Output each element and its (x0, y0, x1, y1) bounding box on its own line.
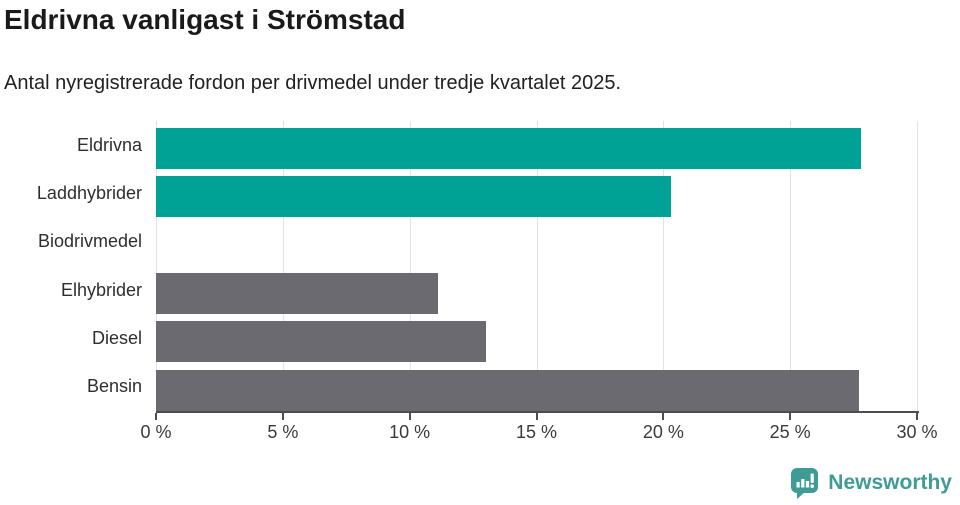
x-axis-tick-30 (916, 413, 918, 420)
x-axis-tick-25 (789, 413, 792, 420)
x-axis-tick-label-0: 0 % (140, 422, 172, 442)
gridline-10 (409, 121, 411, 411)
bar-eldrivna (156, 128, 862, 169)
gridline-30 (917, 121, 918, 411)
category-label-bensin: Bensin (86, 376, 142, 397)
x-axis-tick-label-25: 25 % (769, 422, 811, 442)
x-axis-tick-5 (281, 413, 284, 420)
bar-chart: Eldrivna Laddhybrider Biodrivmedel Elhybrid… (0, 121, 960, 442)
bar-diesel (156, 321, 486, 363)
x-axis-line (156, 411, 919, 413)
category-label-elhybrider: Elhybrider (60, 279, 142, 300)
gridline-5 (282, 121, 284, 411)
category-label-diesel: Diesel (91, 327, 142, 348)
x-axis-tick-0 (155, 413, 157, 420)
x-axis-tick-label-15: 15 % (515, 422, 558, 442)
bar-laddhybrider (156, 176, 671, 218)
chart-title: Eldrivna vanligast i Strömstad (4, 4, 406, 35)
bar-bensin (156, 369, 859, 411)
gridline-25 (790, 121, 792, 411)
category-label-biodrivmedel: Biodrivmedel (37, 231, 142, 252)
x-axis-tick-label-10: 10 % (389, 422, 431, 442)
bar-elhybrider (156, 273, 438, 314)
category-label-laddhybrider: Laddhybrider (36, 182, 142, 203)
x-axis-tick-15 (535, 413, 538, 420)
newsworthy-icon (789, 467, 820, 499)
x-axis-tick-label-20: 20 % (642, 422, 684, 442)
x-axis-tick-10 (408, 413, 411, 420)
category-label-eldrivna: Eldrivna (76, 134, 142, 155)
x-axis-tick-label-30: 30 % (896, 422, 938, 442)
newsworthy-logo-link[interactable]: Newsworthy (789, 467, 952, 499)
chart-subtitle: Antal nyregistrerade fordon per drivmede… (4, 72, 622, 94)
gridline-15 (536, 121, 538, 411)
gridline-0 (156, 121, 157, 411)
gridline-20 (663, 121, 665, 411)
newsworthy-brand-text: Newsworthy (828, 471, 952, 494)
x-axis-tick-label-5: 5 % (267, 422, 299, 442)
x-axis-tick-20 (662, 413, 665, 420)
